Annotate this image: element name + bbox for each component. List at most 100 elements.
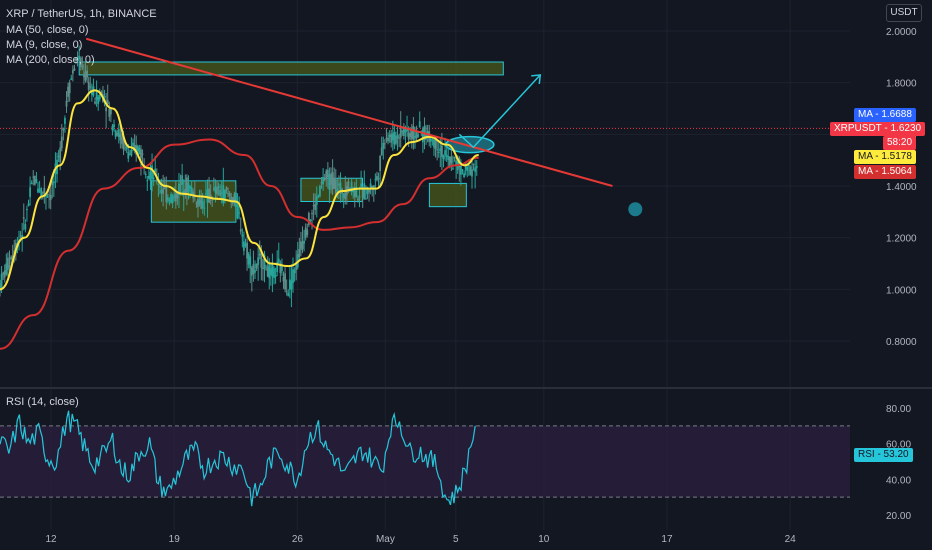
candle-body <box>70 78 73 80</box>
candle-body <box>222 185 225 204</box>
candle-body <box>26 209 28 211</box>
candle-body <box>379 155 382 172</box>
candle-body <box>466 167 469 172</box>
zone-rectangle <box>78 61 504 76</box>
candle-body <box>98 95 101 100</box>
candle-body <box>38 190 41 192</box>
candle-body <box>60 136 63 149</box>
candle-body <box>387 137 389 142</box>
candle-body <box>128 154 131 156</box>
candle-body <box>453 157 456 159</box>
candle-body <box>285 291 288 293</box>
symbol-title[interactable]: XRP / TetherUS, 1h, BINANCE <box>6 8 157 20</box>
candle-body <box>371 186 374 189</box>
candle-body <box>171 196 174 204</box>
candle-body <box>41 191 44 193</box>
candle-body <box>11 255 14 260</box>
candle-body <box>51 181 54 186</box>
candle-body <box>0 283 1 291</box>
projection-arrow[interactable] <box>458 74 542 149</box>
candle-body <box>406 129 408 132</box>
candle-body <box>312 205 315 207</box>
candle-body <box>24 224 27 230</box>
candle-body <box>181 175 184 185</box>
candle-body <box>122 137 125 150</box>
candle-body <box>409 132 412 137</box>
indicator-ma200-label[interactable]: MA (200, close, 0) <box>6 54 95 66</box>
rsi-tick-label: 80.00 <box>886 404 911 415</box>
time-tick-label: May <box>376 534 395 545</box>
candle-body <box>415 132 418 139</box>
marker-dot[interactable] <box>628 202 643 217</box>
candle-body <box>347 181 350 192</box>
candle-body <box>57 156 60 158</box>
candle-body <box>19 235 22 237</box>
candle-body <box>448 156 451 166</box>
rsi-axis[interactable]: 80.00 60.00 40.00 20.00 <box>886 404 911 522</box>
candle-body <box>262 267 264 270</box>
candle-body <box>474 167 477 172</box>
candle-body <box>0 273 3 288</box>
candle-body <box>138 147 141 155</box>
candle-body <box>269 268 272 276</box>
arrow-head <box>531 74 542 84</box>
candle-body <box>288 279 291 290</box>
candle-body <box>330 173 332 185</box>
indicator-ma50-label[interactable]: MA (50, close, 0) <box>6 24 89 36</box>
price-tick-label: 1.8000 <box>886 79 917 90</box>
candle-body <box>173 195 176 198</box>
candle-body <box>469 166 472 175</box>
candle-body <box>390 133 393 143</box>
candle-body <box>125 145 128 150</box>
time-axis[interactable]: 12 19 26 May 5 10 17 24 <box>45 534 796 545</box>
candle-body <box>111 125 114 131</box>
candle-body <box>81 65 84 68</box>
candle-body <box>260 251 263 268</box>
candle-body <box>37 188 39 193</box>
candle-body <box>284 273 286 290</box>
candle-body <box>361 187 364 198</box>
candle-body <box>205 193 207 195</box>
candle-body <box>211 199 214 201</box>
candle-body <box>407 132 410 140</box>
trend-line[interactable] <box>85 37 613 187</box>
candle-body <box>227 192 229 195</box>
candle-body <box>78 55 81 60</box>
indicator-ma9-label[interactable]: MA (9, close, 0) <box>6 39 83 51</box>
candle-body <box>162 188 165 194</box>
candle-body <box>133 144 136 149</box>
candle-body <box>319 185 321 197</box>
candle-body <box>444 150 446 155</box>
candle-body <box>314 204 317 210</box>
price-tick-label: 2.0000 <box>886 27 917 38</box>
rsi-tick-label: 20.00 <box>886 511 911 522</box>
rsi-indicator-label[interactable]: RSI (14, close) <box>6 396 79 408</box>
candle-body <box>464 163 467 170</box>
candle-body <box>132 142 134 146</box>
candle-body <box>33 175 36 185</box>
candle-body <box>440 145 443 157</box>
candle-body <box>263 254 266 269</box>
candle-body <box>287 293 290 297</box>
candle-body <box>467 165 470 167</box>
candle-body <box>437 151 440 153</box>
candle-body <box>89 86 92 88</box>
candle-body <box>97 96 100 105</box>
candle-body <box>219 189 222 196</box>
candle-body <box>391 133 394 141</box>
candle-body <box>144 173 147 175</box>
candle-body <box>76 59 79 61</box>
price-tick-label: 1.4000 <box>886 182 917 193</box>
candle-body <box>342 193 345 198</box>
candle-body <box>320 182 323 184</box>
candle-body <box>174 193 177 202</box>
candle-body <box>292 269 294 283</box>
candle-body <box>185 177 188 194</box>
candle-body <box>434 136 437 149</box>
currency-button[interactable]: USDT <box>886 4 922 22</box>
candle-body <box>195 203 198 205</box>
candle-body <box>116 132 119 136</box>
candle-body <box>75 57 77 60</box>
candle-body <box>417 134 420 137</box>
